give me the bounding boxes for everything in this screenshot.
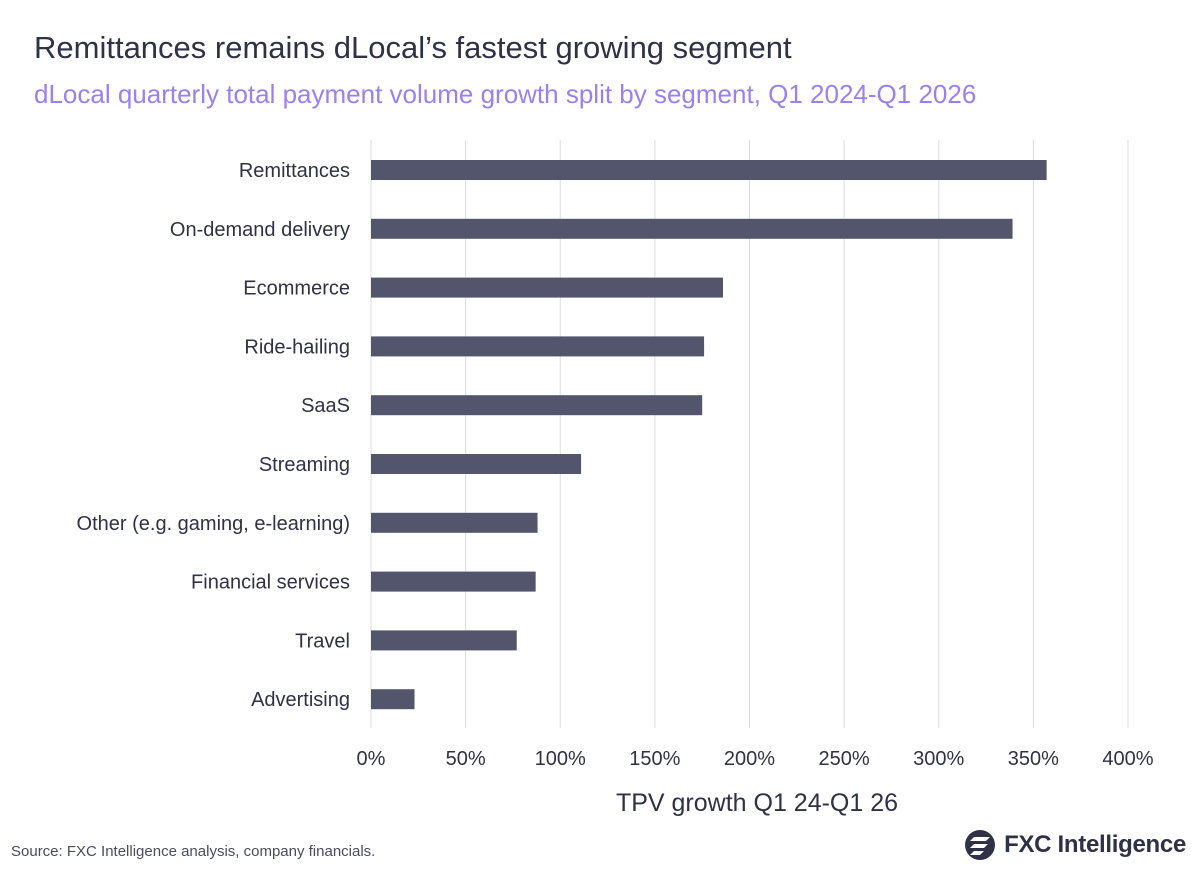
fxc-logo-icon — [965, 830, 996, 860]
x-axis-label: TPV growth Q1 24-Q1 26 — [616, 789, 898, 817]
category-label: Streaming — [259, 454, 350, 476]
bar — [371, 336, 705, 357]
bar-chart: Remittances On-demand delivery Ecommerce Ri… — [77, 140, 1154, 817]
x-tick-label: 250% — [819, 748, 870, 770]
category-label: Travel — [295, 630, 350, 652]
category-label: Other (e.g. gaming, e-learning) — [77, 513, 350, 535]
category-label: Advertising — [251, 689, 350, 711]
x-tick-label: 300% — [913, 748, 964, 770]
x-tick-label: 100% — [535, 748, 586, 770]
category-label: On-demand delivery — [170, 219, 350, 241]
x-tick-label: 200% — [724, 748, 775, 770]
brand-name: FXC Intelligence — [1004, 831, 1186, 858]
brand-logo: FXC Intelligence — [964, 829, 1186, 861]
category-label: Ecommerce — [243, 278, 350, 300]
bar — [371, 277, 724, 298]
x-tick-label: 50% — [446, 748, 486, 770]
bar — [371, 512, 538, 533]
category-label: Financial services — [191, 572, 350, 594]
x-tick-label: 0% — [357, 748, 386, 770]
x-tick-label: 400% — [1102, 748, 1153, 770]
bar — [371, 218, 1013, 239]
bar — [371, 160, 1047, 180]
category-label: Remittances — [239, 160, 350, 182]
category-label: Ride-hailing — [244, 336, 350, 358]
x-tick-label: 150% — [629, 748, 680, 770]
chart-subtitle: dLocal quarterly total payment volume gr… — [34, 79, 977, 109]
bar — [371, 454, 582, 474]
chart-title: Remittances remains dLocal’s fastest gro… — [34, 30, 792, 65]
bar — [371, 395, 703, 416]
bar — [371, 571, 536, 592]
source-note: Source: FXC Intelligence analysis, compa… — [11, 843, 376, 860]
bar — [371, 630, 517, 651]
bar — [371, 689, 415, 710]
x-tick-label: 350% — [1008, 748, 1059, 770]
category-label: SaaS — [301, 395, 350, 417]
